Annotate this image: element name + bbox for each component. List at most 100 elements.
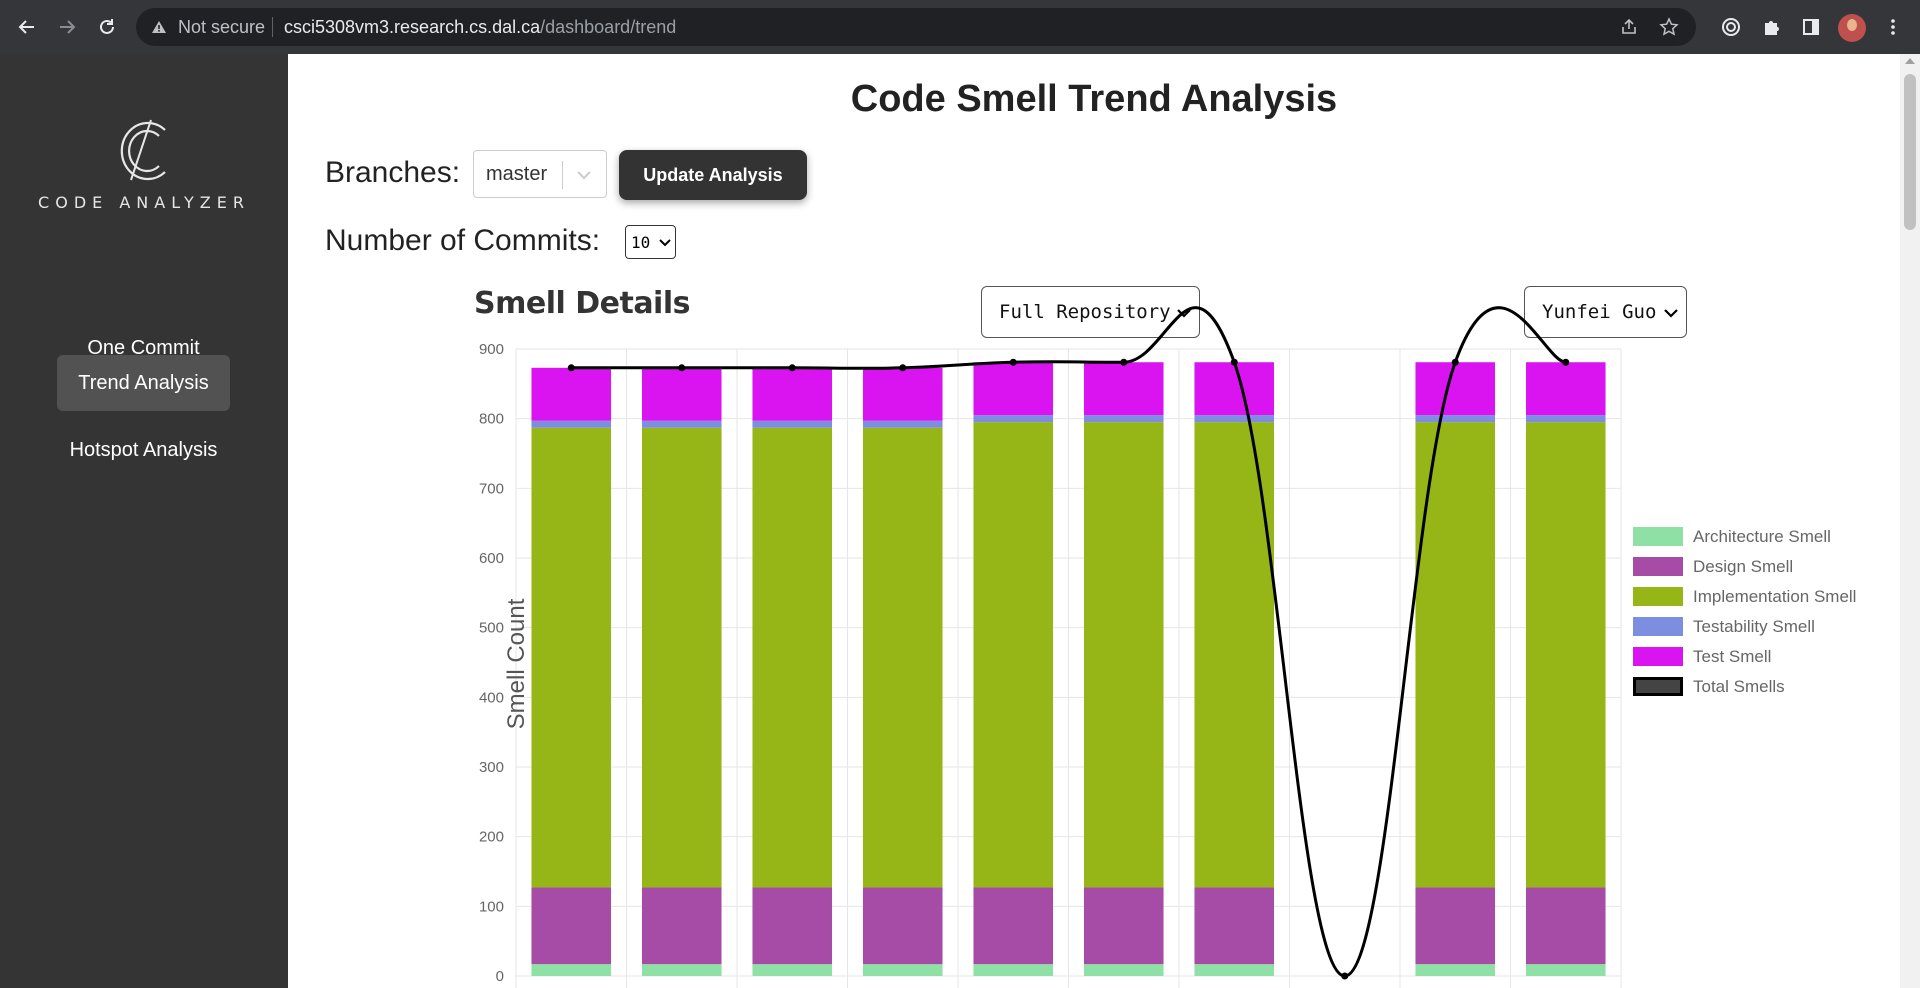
total-smells-point bbox=[899, 364, 907, 372]
bar-segment-design-smell bbox=[862, 887, 943, 965]
code-analyzer-logo-icon bbox=[120, 119, 166, 181]
total-smells-point bbox=[567, 364, 575, 372]
bar-segment-test-smell bbox=[862, 367, 943, 421]
y-axis-label: Smell Count bbox=[503, 598, 530, 729]
bar-segment-test-smell bbox=[1415, 362, 1496, 416]
legend-label: Architecture Smell bbox=[1693, 527, 1831, 546]
select-divider bbox=[562, 161, 563, 189]
author-value: Yunfei Guo bbox=[1542, 301, 1657, 323]
y-tick-label: 200 bbox=[479, 829, 504, 846]
chevron-down-icon bbox=[1177, 309, 1191, 318]
y-tick-label: 300 bbox=[479, 759, 504, 776]
scroll-up-arrow-icon[interactable] bbox=[1905, 58, 1915, 64]
total-smells-point bbox=[1009, 358, 1017, 366]
url-host: csci5308vm3.research.cs.dal.ca bbox=[284, 17, 541, 37]
bar-segment-testability-smell bbox=[862, 420, 943, 428]
bar-segment-architecture-smell bbox=[752, 964, 833, 976]
bar-segment-architecture-smell bbox=[973, 964, 1054, 976]
url-text[interactable]: csci5308vm3.research.cs.dal.ca/dashboard… bbox=[284, 17, 676, 38]
bar-segment-design-smell bbox=[1525, 887, 1606, 965]
total-smells-point bbox=[1562, 358, 1570, 366]
url-path: /dashboard/trend bbox=[540, 17, 677, 37]
app-logo[interactable]: CODE ANALYZER bbox=[0, 114, 288, 212]
bar-segment-implementation-smell bbox=[752, 427, 833, 888]
page-scrollbar[interactable] bbox=[1900, 54, 1920, 988]
bar-segment-test-smell bbox=[1525, 362, 1606, 416]
share-icon[interactable] bbox=[1616, 14, 1642, 40]
bar-segment-implementation-smell bbox=[1194, 422, 1275, 888]
bar-segment-architecture-smell bbox=[862, 964, 943, 976]
bar-segment-design-smell bbox=[1083, 887, 1164, 965]
bar-segment-testability-smell bbox=[1083, 415, 1164, 423]
bookmark-star-icon[interactable] bbox=[1656, 14, 1682, 40]
scope-value: Full Repository bbox=[999, 301, 1171, 323]
bar-segment-testability-smell bbox=[641, 420, 722, 428]
bar-segment-test-smell bbox=[1194, 362, 1275, 416]
y-tick-label: 700 bbox=[479, 480, 504, 497]
legend-label: Test Smell bbox=[1693, 647, 1771, 666]
y-tick-label: 100 bbox=[479, 898, 504, 915]
bar-segment-implementation-smell bbox=[641, 427, 722, 888]
commits-label: Number of Commits: bbox=[325, 224, 601, 257]
smell-trend-chart: 0 100 200 300 400 500 600 700 800 900 Smell Count A… bbox=[479, 306, 1856, 988]
bar-segment-architecture-smell bbox=[641, 964, 722, 976]
bar-segment-test-smell bbox=[1083, 362, 1164, 416]
branches-label: Branches: bbox=[325, 156, 461, 189]
extensions-puzzle-icon[interactable] bbox=[1758, 14, 1784, 40]
legend-label: Testability Smell bbox=[1693, 617, 1815, 636]
forward-icon[interactable] bbox=[52, 12, 82, 42]
smell-details-title: Smell Details bbox=[474, 286, 690, 321]
bar-segment-implementation-smell bbox=[862, 427, 943, 888]
update-analysis-button[interactable]: Update Analysis bbox=[619, 150, 807, 200]
address-bar[interactable]: Not secure csci5308vm3.research.cs.dal.c… bbox=[136, 8, 1696, 46]
scope-select[interactable]: Full Repository bbox=[981, 286, 1200, 338]
legend-swatch-implementation-smell bbox=[1633, 587, 1683, 606]
bar-segment-implementation-smell bbox=[1415, 422, 1496, 888]
chevron-down-icon bbox=[577, 171, 591, 180]
sidebar-item-hotspot-analysis[interactable]: Hotspot Analysis bbox=[69, 438, 218, 461]
sidebar-item-trend-analysis[interactable]: Trend Analysis bbox=[57, 355, 230, 411]
reload-icon[interactable] bbox=[92, 12, 122, 42]
scrollbar-thumb[interactable] bbox=[1904, 74, 1916, 230]
warning-icon bbox=[152, 21, 166, 33]
browser-toolbar: Not secure csci5308vm3.research.cs.dal.c… bbox=[0, 0, 1920, 54]
brand-name: CODE ANALYZER bbox=[38, 193, 250, 212]
y-tick-label: 400 bbox=[479, 689, 504, 706]
bar-segment-testability-smell bbox=[531, 420, 612, 428]
back-icon[interactable] bbox=[12, 12, 42, 42]
bar-segment-architecture-smell bbox=[1194, 964, 1275, 976]
browser-menu-icon[interactable] bbox=[1880, 14, 1906, 40]
y-tick-label: 600 bbox=[479, 550, 504, 567]
security-label[interactable]: Not secure bbox=[178, 17, 266, 37]
side-panel-icon[interactable] bbox=[1798, 14, 1824, 40]
bar-segment-design-smell bbox=[752, 887, 833, 965]
sidebar: CODE ANALYZER One Commit Trend Analysis … bbox=[0, 54, 288, 988]
y-tick-label: 500 bbox=[479, 620, 504, 637]
legend-label: Design Smell bbox=[1693, 557, 1793, 576]
chevron-down-icon bbox=[659, 239, 671, 247]
bar-segment-implementation-smell bbox=[531, 427, 612, 888]
total-smells-point bbox=[1230, 358, 1238, 366]
bar-segment-test-smell bbox=[973, 362, 1054, 416]
commits-value: 10 bbox=[631, 232, 651, 252]
y-tick-label: 800 bbox=[479, 411, 504, 428]
author-select[interactable]: Yunfei Guo bbox=[1524, 286, 1687, 338]
commits-select[interactable]: 10 bbox=[625, 225, 676, 259]
bar-segment-testability-smell bbox=[1194, 415, 1275, 423]
legend-swatch-testability-smell bbox=[1633, 617, 1683, 636]
legend-swatch-architecture-smell bbox=[1633, 527, 1683, 546]
y-tick-label: 900 bbox=[479, 341, 504, 358]
branch-select[interactable]: master bbox=[473, 150, 607, 198]
y-tick-label: 0 bbox=[496, 968, 504, 985]
bar-segment-architecture-smell bbox=[531, 964, 612, 976]
bar-segment-architecture-smell bbox=[1415, 964, 1496, 976]
bar-segment-design-smell bbox=[1194, 887, 1275, 965]
legend-label: Implementation Smell bbox=[1693, 587, 1856, 606]
bar-segment-implementation-smell bbox=[973, 422, 1054, 888]
profile-avatar[interactable] bbox=[1838, 14, 1866, 42]
bar-segment-test-smell bbox=[752, 367, 833, 421]
extension-target-icon[interactable] bbox=[1718, 14, 1744, 40]
bar-segment-implementation-smell bbox=[1525, 422, 1606, 888]
sidebar-item-one-commit[interactable]: One Commit bbox=[87, 336, 200, 359]
branch-value: master bbox=[486, 163, 548, 185]
